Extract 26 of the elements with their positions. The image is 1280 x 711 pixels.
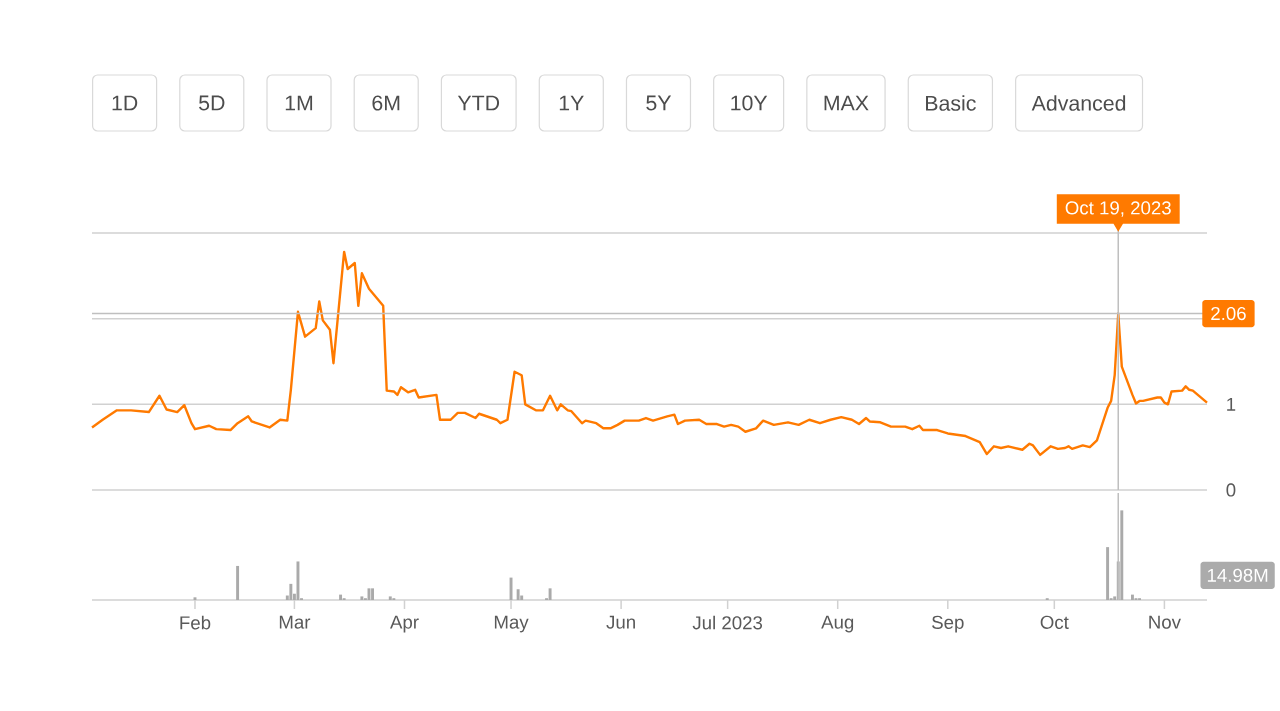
- x-tick-label: Oct: [1040, 615, 1069, 629]
- text: 1D: [112, 95, 138, 111]
- ref-line-label: Oct 19, 2023: [1065, 201, 1171, 217]
- x-tick-label: Apr: [390, 615, 419, 633]
- text: 10Y: [731, 95, 768, 111]
- text: 6M: [372, 95, 400, 111]
- text: 1M: [285, 95, 313, 111]
- y-tick-label: 1: [1227, 397, 1236, 411]
- x-tick-label: Nov: [1149, 615, 1181, 629]
- text: YTD: [457, 95, 500, 111]
- x-tick-label: Aug: [821, 615, 854, 633]
- text: Basic: [926, 95, 976, 111]
- text: MAX: [824, 95, 869, 111]
- y-tick-label: 0: [1226, 483, 1236, 497]
- x-tick-label: Mar: [279, 615, 311, 629]
- ref-line-label: 2.06: [1211, 306, 1246, 321]
- text: 14.98M: [1207, 568, 1268, 582]
- text: 5D: [199, 95, 225, 111]
- text: 1Y: [559, 95, 584, 111]
- text: Advanced: [1031, 95, 1126, 111]
- x-tick-label: Jul 2023: [692, 615, 763, 630]
- text: 5Y: [646, 95, 672, 111]
- x-tick-label: Sep: [932, 615, 964, 633]
- x-tick-label: Feb: [180, 615, 211, 630]
- x-tick-label: May: [494, 615, 529, 633]
- x-tick-label: Jun: [606, 615, 635, 629]
